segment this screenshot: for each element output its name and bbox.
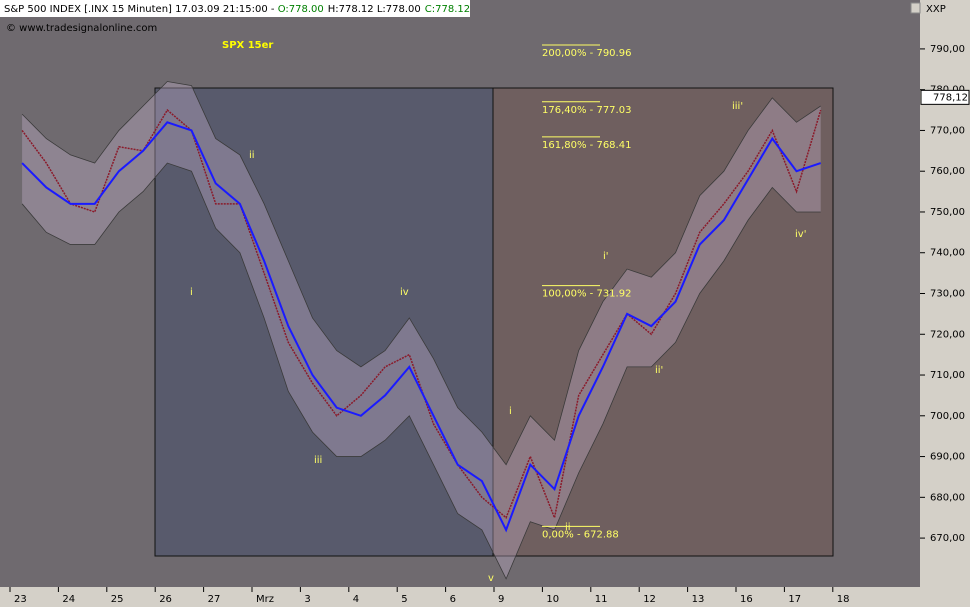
y-tick-label: 710,00: [930, 370, 965, 381]
x-tick-label: 25: [111, 594, 124, 605]
x-tick-label: 24: [62, 594, 75, 605]
wave-label: i: [509, 406, 512, 417]
wave-box-up: [492, 87, 834, 557]
x-tick-label: 3: [304, 594, 310, 605]
time-axis: [0, 587, 920, 607]
x-tick-label: 26: [159, 594, 172, 605]
x-tick-label: 23: [14, 594, 27, 605]
y-tick-label: 760,00: [930, 166, 965, 177]
y-tick-label: 670,00: [930, 533, 965, 544]
chart-title: SPX 15er: [222, 40, 273, 51]
x-tick-label: 10: [546, 594, 559, 605]
x-tick-label: 13: [692, 594, 705, 605]
x-tick-label: 5: [401, 594, 407, 605]
x-tick-label: 4: [353, 594, 359, 605]
wave-label: ii: [249, 150, 255, 161]
fib-label: 161,80% - 768.41: [542, 140, 631, 151]
source: © www.tradesignalonline.com: [6, 23, 157, 34]
fib-label: 100,00% - 731.92: [542, 289, 631, 300]
band-area: [22, 81, 821, 579]
wave-box-down: [154, 87, 494, 557]
x-tick-label: 16: [740, 594, 753, 605]
x-tick-label: 6: [450, 594, 456, 605]
fib-label: 200,00% - 790.96: [542, 48, 631, 59]
header-instrument: S&P 500 INDEX [.INX 15 Minuten] 17.03.09…: [4, 4, 278, 15]
wave-label: iii': [732, 101, 743, 112]
wave-label: ii': [655, 365, 663, 376]
fib-label: 0,00% - 672.88: [542, 529, 619, 540]
y-tick-label: 770,00: [930, 125, 965, 136]
last-price-label: 778,12: [933, 92, 968, 103]
x-tick-label: 9: [498, 594, 504, 605]
x-tick-label: 17: [788, 594, 801, 605]
y-tick-label: 740,00: [930, 248, 965, 259]
header-bar: [0, 0, 470, 17]
header-open: O:778.00: [278, 4, 324, 15]
y-tick-label: 680,00: [930, 492, 965, 503]
y-tick-label: 790,00: [930, 44, 965, 55]
wave-label: v: [488, 573, 494, 584]
wave-label: i: [190, 287, 193, 298]
fib-label: 176,40% - 777.03: [542, 105, 631, 116]
wave-label: iv: [400, 287, 409, 298]
y-tick-label: 750,00: [930, 207, 965, 218]
wave-label: iv': [795, 229, 806, 240]
last-price-box: [920, 89, 970, 105]
axis-code: XXP: [926, 4, 946, 15]
x-tick-label: Mrz: [256, 594, 274, 605]
header-text: S&P 500 INDEX [.INX 15 Minuten] 17.03.09…: [4, 4, 470, 15]
y-tick-label: 690,00: [930, 452, 965, 463]
header-close: C:778.12: [425, 4, 470, 15]
price-line: [21, 108, 822, 521]
band-line: [21, 81, 821, 466]
moving-average: [21, 121, 822, 533]
wave-label: iii: [314, 455, 322, 466]
y-tick-label: 730,00: [930, 289, 965, 300]
x-tick-label: 27: [208, 594, 221, 605]
wave-label: i': [603, 251, 609, 262]
scroll-button[interactable]: [910, 2, 921, 14]
band-line: [21, 162, 821, 580]
y-tick-label: 720,00: [930, 329, 965, 340]
header-high-low: H:778.12 L:778.00: [328, 4, 421, 15]
x-tick-label: 12: [643, 594, 656, 605]
x-tick-label: 11: [595, 594, 608, 605]
x-tick-label: 18: [837, 594, 850, 605]
y-tick-label: 700,00: [930, 411, 965, 422]
wave-label: ii: [565, 522, 571, 533]
